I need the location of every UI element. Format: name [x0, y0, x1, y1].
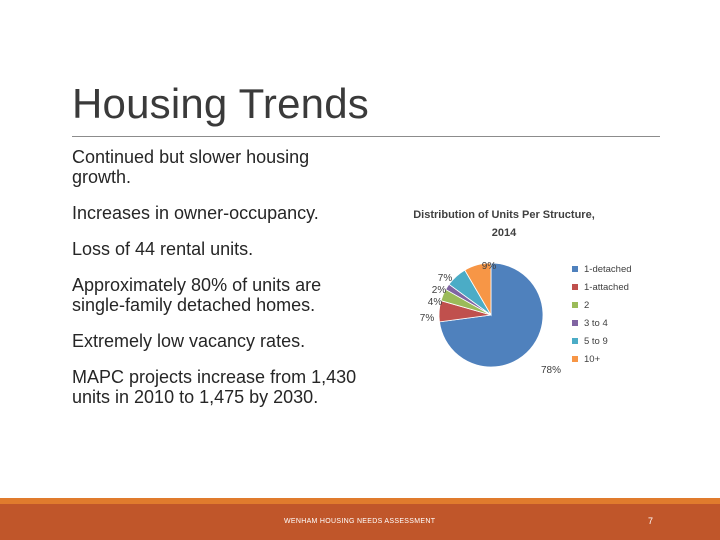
bullet-item: Approximately 80% of units are single-fa…	[72, 275, 322, 315]
bullet-list: Continued but slower housing growth. Inc…	[72, 147, 372, 423]
pie-data-label: 2%	[432, 285, 447, 296]
pie-data-label: 4%	[428, 297, 443, 308]
legend-label: 10+	[584, 354, 601, 365]
legend-label: 1-detached	[584, 264, 632, 275]
legend-swatch	[572, 302, 578, 308]
bullet-item: Increases in owner-occupancy.	[72, 203, 319, 223]
footer-bar	[0, 504, 720, 540]
footer-text: WENHAM HOUSING NEEDS ASSESSMENT	[284, 518, 436, 525]
pie-slices	[438, 262, 544, 368]
legend-swatch	[572, 338, 578, 344]
chart-legend: 1-detached 1-attached 2 3 to 4 5 to 9 10+	[572, 264, 632, 365]
pie-data-label: 9%	[482, 261, 497, 272]
bullet-item: Continued but slower housing growth.	[72, 147, 310, 187]
pie-data-label: 7%	[438, 273, 453, 284]
legend-label: 1-attached	[584, 282, 629, 293]
title-divider	[72, 136, 660, 137]
bullet-item: Extremely low vacancy rates.	[72, 331, 306, 351]
chart-title-line-1: Distribution of Units Per Structure,	[413, 209, 595, 221]
legend-swatch	[572, 266, 578, 272]
pie-chart-svg: Distribution of Units Per Structure, 201…	[413, 209, 632, 376]
page-number: 7	[648, 516, 654, 526]
footer-accent-bar	[0, 498, 720, 504]
legend-label: 3 to 4	[584, 318, 608, 329]
legend-label: 2	[584, 300, 589, 311]
pie-data-label: 7%	[420, 313, 435, 324]
chart-title-line-2: 2014	[492, 227, 517, 239]
bullet-item: MAPC projects increase from 1,430 units …	[72, 367, 357, 407]
slide-title: Housing Trends	[72, 80, 369, 127]
legend-swatch	[572, 284, 578, 290]
pie-data-labels: 78%7%4%2%7%9%	[420, 261, 561, 376]
bullet-item: Loss of 44 rental units.	[72, 239, 254, 259]
legend-label: 5 to 9	[584, 336, 608, 347]
legend-swatch	[572, 320, 578, 326]
legend-swatch	[572, 356, 578, 362]
pie-slice-10plus	[464, 262, 492, 317]
pie-chart: Distribution of Units Per Structure, 201…	[396, 200, 656, 400]
pie-data-label: 78%	[541, 365, 561, 376]
